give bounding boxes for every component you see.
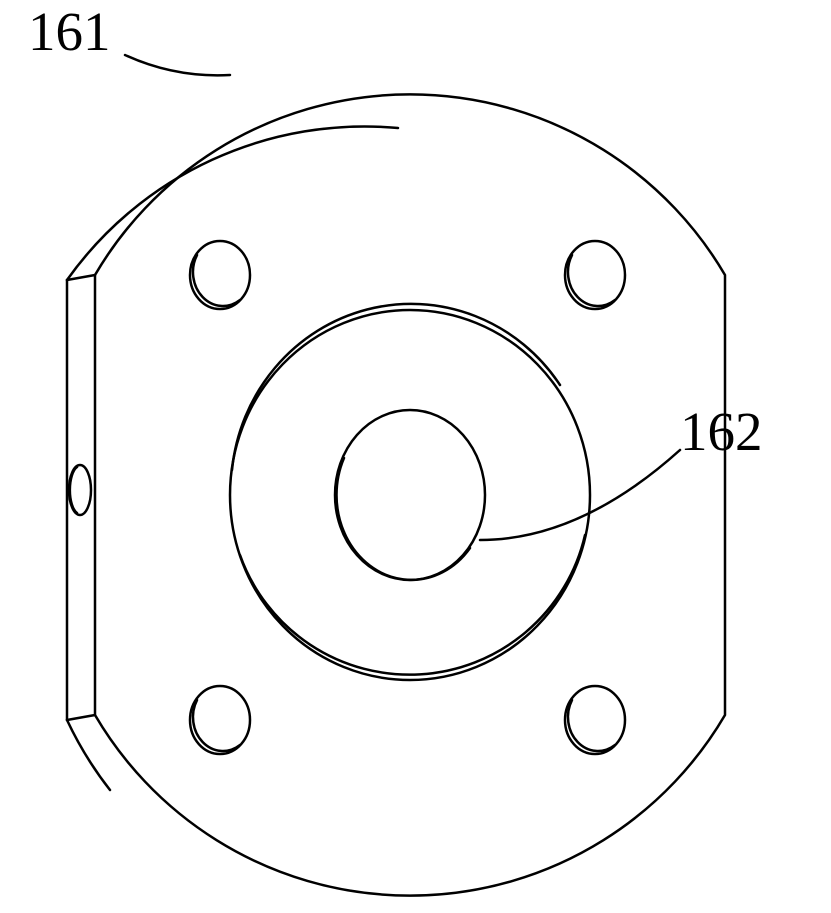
boss-lower-edge: [240, 535, 585, 675]
figure-canvas: 161 162: [0, 0, 831, 913]
bolt-hole-br: [565, 686, 625, 754]
boss-outer-back: [232, 304, 560, 470]
flange-front-outline: [95, 94, 725, 895]
bore-back-2: [344, 532, 470, 580]
bolt-hole-br-depth: [568, 700, 615, 751]
leader-161: [125, 55, 230, 75]
flange-back-arc: [67, 126, 398, 280]
label-162: 162: [680, 400, 763, 463]
bolt-hole-bl: [190, 686, 250, 754]
label-161: 161: [28, 0, 111, 63]
bolt-hole-tl-depth: [193, 255, 240, 306]
bolt-hole-tr-depth: [568, 255, 615, 306]
bolt-hole-bl-depth: [193, 700, 240, 751]
label-162-text: 162: [680, 401, 763, 462]
thickness-edge-bottom-left: [67, 715, 95, 720]
bolt-hole-tl: [190, 241, 250, 309]
leader-162: [480, 450, 680, 540]
label-161-text: 161: [28, 1, 111, 62]
bolt-hole-tr: [565, 241, 625, 309]
